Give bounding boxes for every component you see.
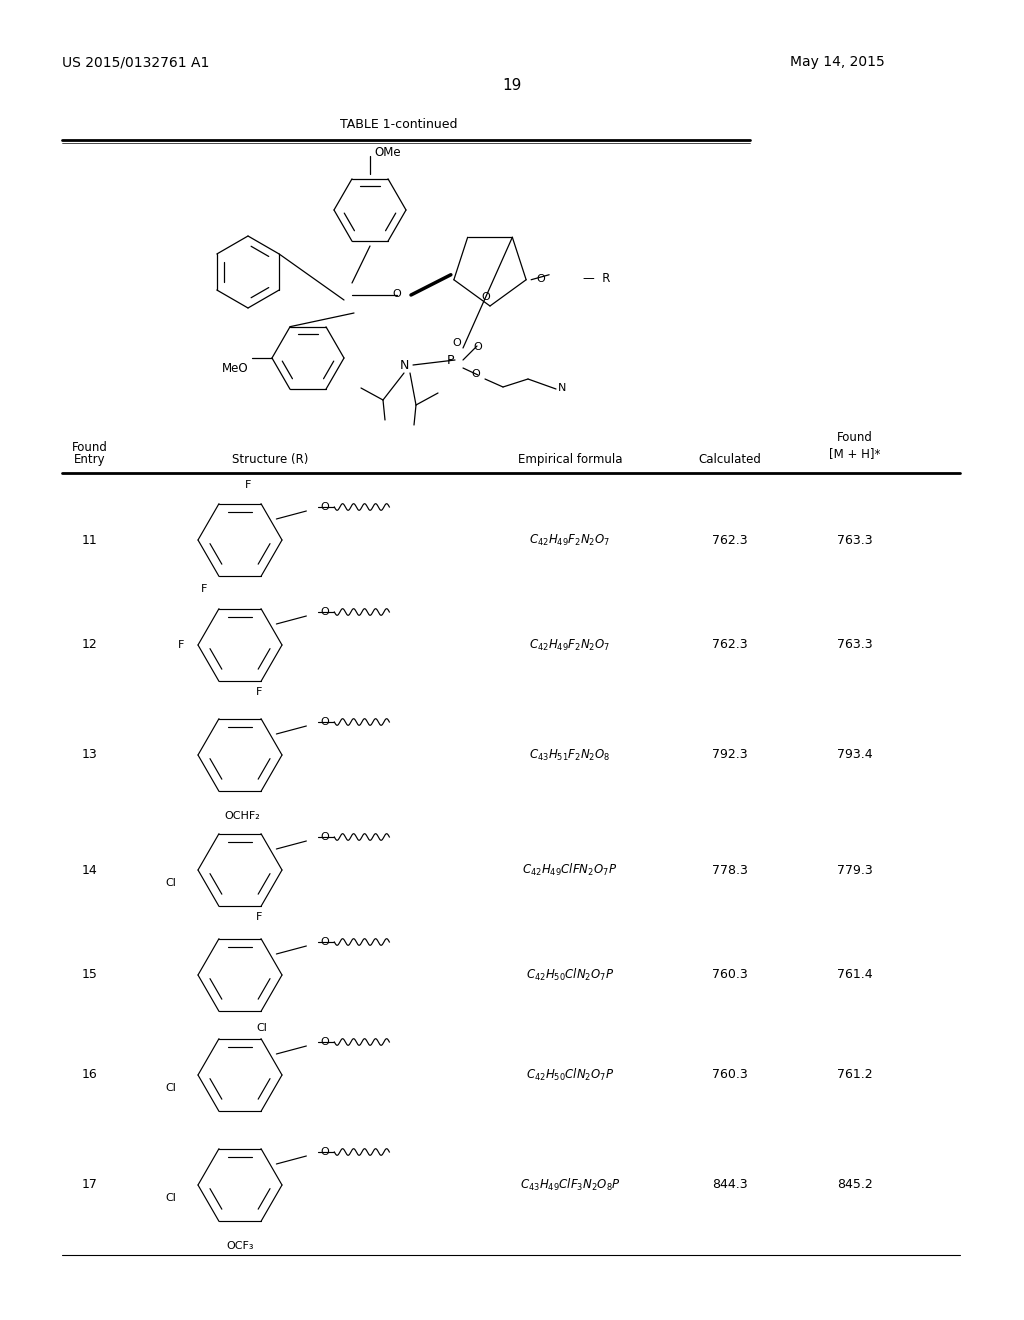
Text: 19: 19 [503,78,521,92]
Text: Found: Found [837,432,872,444]
Text: O: O [392,289,401,300]
Text: O: O [321,502,329,512]
Text: Structure (R): Structure (R) [231,453,308,466]
Text: F: F [245,480,251,490]
Text: O: O [321,607,329,616]
Text: O: O [473,342,481,352]
Text: O: O [321,717,329,727]
Text: 13: 13 [82,748,98,762]
Text: May 14, 2015: May 14, 2015 [790,55,885,69]
Text: $C_{42}H_{49}ClFN_2O_7P$: $C_{42}H_{49}ClFN_2O_7P$ [522,862,617,878]
Text: —  R: — R [583,272,610,285]
Text: $C_{42}H_{49}F_2N_2O_7$: $C_{42}H_{49}F_2N_2O_7$ [529,532,610,548]
Text: 844.3: 844.3 [712,1179,748,1192]
Text: 762.3: 762.3 [712,533,748,546]
Text: 760.3: 760.3 [712,1068,748,1081]
Text: O: O [471,370,480,379]
Text: OCF₃: OCF₃ [226,1241,254,1251]
Text: N: N [399,359,409,372]
Text: 16: 16 [82,1068,98,1081]
Text: Cl: Cl [165,1082,176,1093]
Text: O: O [537,273,545,284]
Text: N: N [558,383,566,393]
Text: F: F [178,640,184,649]
Text: 845.2: 845.2 [838,1179,872,1192]
Text: Found: Found [72,441,108,454]
Text: $C_{42}H_{50}ClN_2O_7P$: $C_{42}H_{50}ClN_2O_7P$ [525,1067,614,1082]
Text: O: O [321,937,329,946]
Text: O: O [453,338,462,348]
Text: F: F [201,585,208,594]
Text: O: O [321,1038,329,1047]
Text: OCHF₂: OCHF₂ [224,810,260,821]
Text: P: P [446,354,454,367]
Text: 792.3: 792.3 [712,748,748,762]
Text: $C_{43}H_{51}F_2N_2O_8$: $C_{43}H_{51}F_2N_2O_8$ [529,747,610,763]
Text: 15: 15 [82,969,98,982]
Text: 760.3: 760.3 [712,969,748,982]
Text: O: O [481,292,490,302]
Text: 762.3: 762.3 [712,639,748,652]
Text: 793.4: 793.4 [838,748,872,762]
Text: 761.2: 761.2 [838,1068,872,1081]
Text: MeO: MeO [222,362,249,375]
Text: F: F [256,912,262,923]
Text: 11: 11 [82,533,98,546]
Text: US 2015/0132761 A1: US 2015/0132761 A1 [62,55,209,69]
Text: 779.3: 779.3 [838,863,872,876]
Text: [M + H]*: [M + H]* [829,447,881,459]
Text: Cl: Cl [256,1023,267,1034]
Text: Entry: Entry [74,453,105,466]
Text: $C_{42}H_{49}F_2N_2O_7$: $C_{42}H_{49}F_2N_2O_7$ [529,638,610,652]
Text: 17: 17 [82,1179,98,1192]
Text: 778.3: 778.3 [712,863,748,876]
Text: Cl: Cl [165,878,176,887]
Text: 12: 12 [82,639,98,652]
Text: Empirical formula: Empirical formula [518,453,623,466]
Text: OMe: OMe [374,147,400,158]
Text: TABLE 1-continued: TABLE 1-continued [340,119,458,132]
Text: $C_{43}H_{49}ClF_3N_2O_8P$: $C_{43}H_{49}ClF_3N_2O_8P$ [519,1177,621,1193]
Text: 14: 14 [82,863,98,876]
Text: Cl: Cl [165,1192,176,1203]
Text: 763.3: 763.3 [838,533,872,546]
Text: O: O [321,832,329,842]
Text: 763.3: 763.3 [838,639,872,652]
Text: $C_{42}H_{50}ClN_2O_7P$: $C_{42}H_{50}ClN_2O_7P$ [525,968,614,983]
Text: O: O [321,1147,329,1158]
Text: 761.4: 761.4 [838,969,872,982]
Text: Calculated: Calculated [698,453,762,466]
Text: F: F [256,688,262,697]
